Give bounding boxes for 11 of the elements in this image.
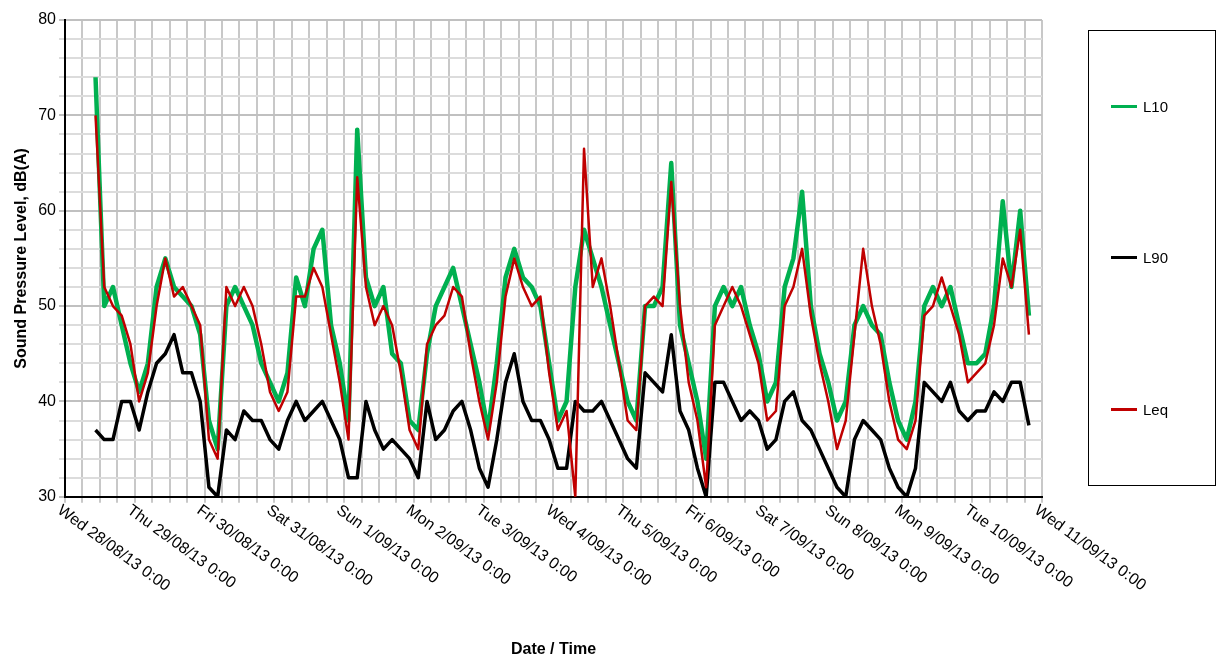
y-axis-title: Sound Pressure Level, dB(A) (12, 148, 30, 369)
y-tick-label: 60 (38, 201, 57, 219)
y-tick-label: 70 (38, 105, 57, 123)
y-tick-label: 30 (38, 487, 57, 505)
legend-label: Leq (1143, 400, 1169, 418)
legend-label: L10 (1143, 98, 1169, 116)
y-tick-label: 40 (38, 391, 57, 409)
legend-label: L90 (1143, 249, 1169, 267)
y-tick-label: 80 (38, 10, 57, 28)
y-tick-label: 50 (38, 296, 57, 314)
x-axis-title: Date / Time (510, 639, 597, 657)
